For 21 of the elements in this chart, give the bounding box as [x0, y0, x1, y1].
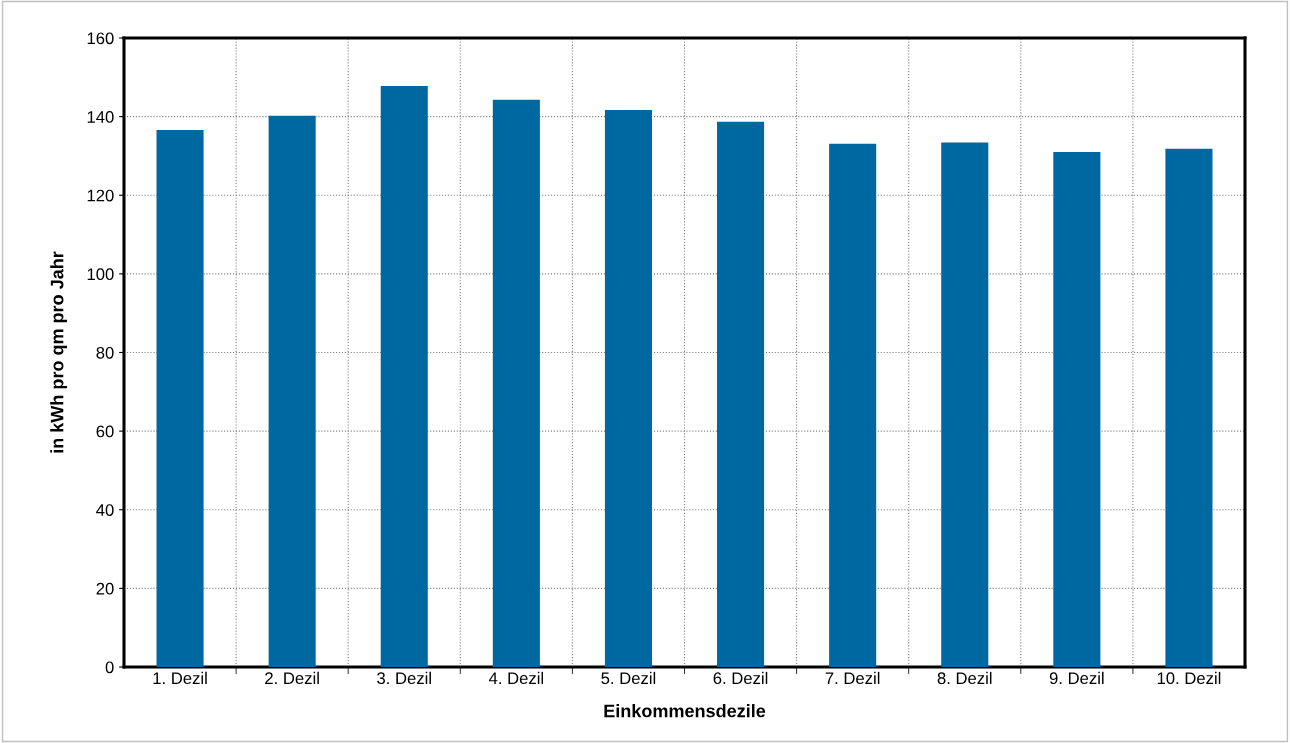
x-tick-label: 6. Dezil — [713, 671, 768, 685]
y-tick-label: 120 — [87, 189, 114, 202]
x-tick-label: 8. Dezil — [937, 671, 992, 685]
x-tick-label: 7. Dezil — [825, 671, 880, 685]
x-tick-label: 4. Dezil — [488, 671, 544, 685]
x-tick-label: 10. Dezil — [1157, 671, 1221, 685]
y-tick-label: 80 — [96, 346, 114, 359]
y-tick-label: 160 — [87, 32, 114, 45]
y-tick-label: 0 — [105, 661, 114, 674]
x-axis-title: Einkommensdezile — [604, 704, 766, 718]
y-axis-title: in kWh pro qm pro Jahr — [50, 251, 68, 453]
y-tick-label: 20 — [96, 582, 114, 595]
y-tick-label: 100 — [87, 268, 114, 281]
x-tick-label: 9. Dezil — [1049, 671, 1104, 685]
x-tick-label: 2. Dezil — [265, 671, 319, 685]
y-tick-label: 140 — [87, 111, 114, 123]
x-tick-label: 1. Dezil — [153, 671, 207, 685]
x-tick-label: 3. Dezil — [377, 671, 431, 685]
y-tick-label: 40 — [96, 504, 114, 516]
y-tick-label: 60 — [96, 425, 114, 438]
x-tick-label: 5. Dezil — [601, 671, 656, 685]
